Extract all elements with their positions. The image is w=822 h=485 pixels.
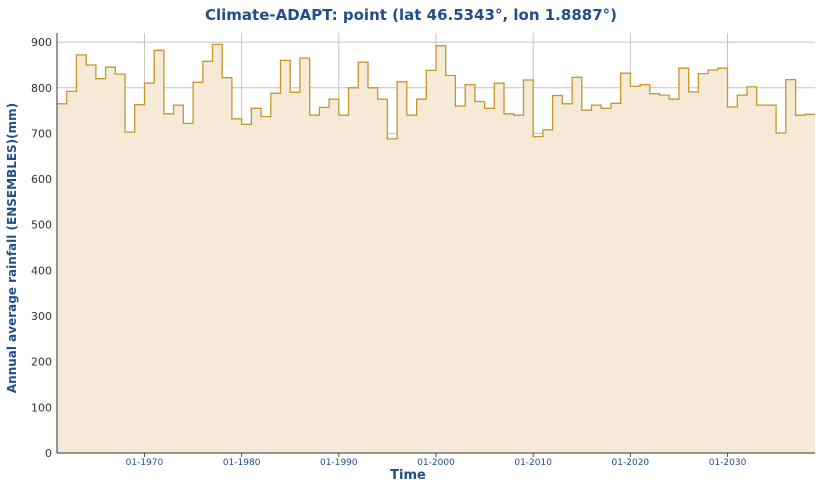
y-tick-label: 200 (31, 356, 52, 369)
y-tick-label: 600 (31, 173, 52, 186)
x-tick-labels: 01-1970 01-1980 01-1990 01-2000 01-2010 01-20… (126, 458, 747, 468)
y-tick-label: 100 (31, 401, 52, 414)
chart-title: Climate-ADAPT: point (lat 46.5343°, lon … (204, 6, 617, 24)
y-tick-label: 0 (45, 447, 52, 460)
x-axis-label: Time (390, 468, 426, 483)
x-tick-label: 01-1980 (223, 458, 261, 468)
rainfall-area (57, 44, 815, 454)
x-tick-label: 01-2010 (514, 458, 552, 468)
x-tick-label: 01-1990 (320, 458, 358, 468)
x-tick-label: 01-1970 (126, 458, 164, 468)
y-tick-label: 700 (31, 127, 52, 140)
y-tick-label: 300 (31, 310, 52, 323)
y-tick-label: 500 (31, 219, 52, 232)
rainfall-step-line (57, 43, 815, 140)
y-tick-label: 400 (31, 264, 52, 277)
y-tick-labels: 0 100 200 300 400 500 600 700 800 900 (31, 36, 52, 460)
y-tick-label: 900 (31, 36, 52, 49)
x-tick-label: 01-2030 (709, 458, 747, 468)
x-tick-label: 01-2020 (612, 458, 650, 468)
axes (56, 33, 815, 457)
x-tick-label: 01-2000 (417, 458, 455, 468)
y-tick-label: 800 (31, 82, 52, 95)
